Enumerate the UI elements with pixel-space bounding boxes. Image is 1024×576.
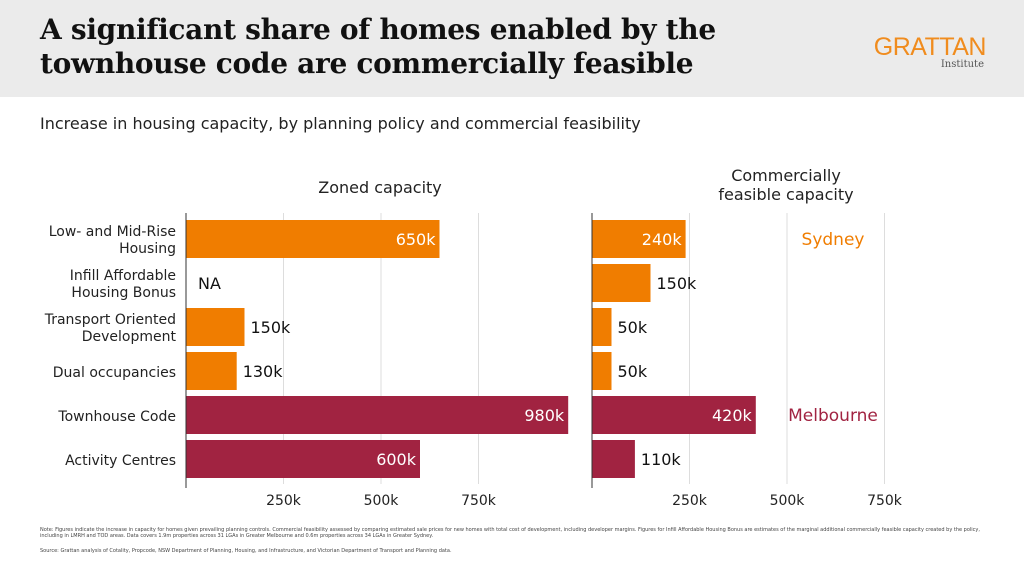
category-label-1-line-2: Housing Bonus: [71, 285, 176, 301]
bar-feasible-1: [592, 264, 651, 302]
bar-zoned-0: [186, 220, 440, 258]
panel-title-feasible-line-1: Commercially: [731, 166, 841, 185]
bar-label-zoned-3: 130k: [243, 362, 284, 381]
chart-title-line-1: A significant share of homes enabled by …: [40, 13, 716, 46]
category-label-4: Townhouse Code: [57, 409, 176, 425]
category-label-0-line-1: Low- and Mid-Rise: [49, 224, 176, 240]
logo-wordmark: GRATTAN: [873, 33, 987, 61]
bar-feasible-4: [592, 396, 756, 434]
bar-feasible-0: [592, 220, 686, 258]
bar-zoned-2: [186, 308, 245, 346]
x-tick-label-zoned-1: 500k: [364, 493, 400, 509]
bar-feasible-3: [592, 352, 612, 390]
category-label-3: Dual occupancies: [53, 365, 176, 381]
bar-label-zoned-2: 150k: [251, 318, 292, 337]
grattan-logo: GRATTAN Institute: [862, 33, 987, 74]
footnote-note: Note: Figures indicate the increase in c…: [40, 527, 980, 539]
bar-label-feasible-3: 50k: [618, 362, 648, 381]
bar-zoned-5: [186, 440, 420, 478]
group-label-sydney: Sydney: [802, 230, 865, 250]
panel-title-zoned: Zoned capacity: [318, 178, 442, 197]
logo-subtext: Institute: [940, 59, 984, 70]
x-tick-label-feasible-2: 750k: [867, 493, 903, 509]
chart-title: A significant share of homes enabled by …: [40, 13, 820, 81]
chart-subtitle: Increase in housing capacity, by plannin…: [40, 114, 641, 133]
bar-label-feasible-5: 110k: [641, 450, 682, 469]
category-label-1-line-1: Infill Affordable: [70, 268, 176, 284]
bar-label-feasible-2: 50k: [618, 318, 648, 337]
bar-label-feasible-1: 150k: [657, 274, 698, 293]
panel-title-feasible: Commercially feasible capacity: [676, 166, 896, 204]
bar-zoned-4: [186, 396, 569, 434]
x-tick-label-feasible-0: 250k: [672, 493, 708, 509]
bar-label-zoned-0: 650k: [396, 230, 437, 249]
bar-label-zoned-5: 600k: [376, 450, 417, 469]
x-tick-label-zoned-2: 750k: [461, 493, 497, 509]
group-label-melbourne: Melbourne: [788, 406, 878, 426]
bar-label-feasible-4: 420k: [712, 406, 753, 425]
category-label-0-line-2: Housing: [119, 241, 176, 257]
bar-zoned-3: [186, 352, 237, 390]
x-tick-label-zoned-0: 250k: [266, 493, 302, 509]
category-label-2-line-1: Transport Oriented: [44, 312, 176, 328]
category-label-5: Activity Centres: [65, 453, 176, 469]
bar-feasible-5: [592, 440, 635, 478]
footnote-source: Source: Grattan analysis of Cotality, Pr…: [40, 548, 452, 554]
chart-title-line-2: townhouse code are commercially feasible: [40, 47, 694, 80]
category-label-2-line-2: Development: [82, 329, 177, 345]
bar-label-zoned-1: NA: [198, 274, 221, 293]
panel-title-feasible-line-2: feasible capacity: [718, 185, 854, 204]
bar-feasible-2: [592, 308, 612, 346]
header-band: A significant share of homes enabled by …: [0, 0, 1024, 97]
bar-label-feasible-0: 240k: [642, 230, 683, 249]
x-tick-label-feasible-1: 500k: [770, 493, 806, 509]
bar-label-zoned-4: 980k: [524, 406, 565, 425]
